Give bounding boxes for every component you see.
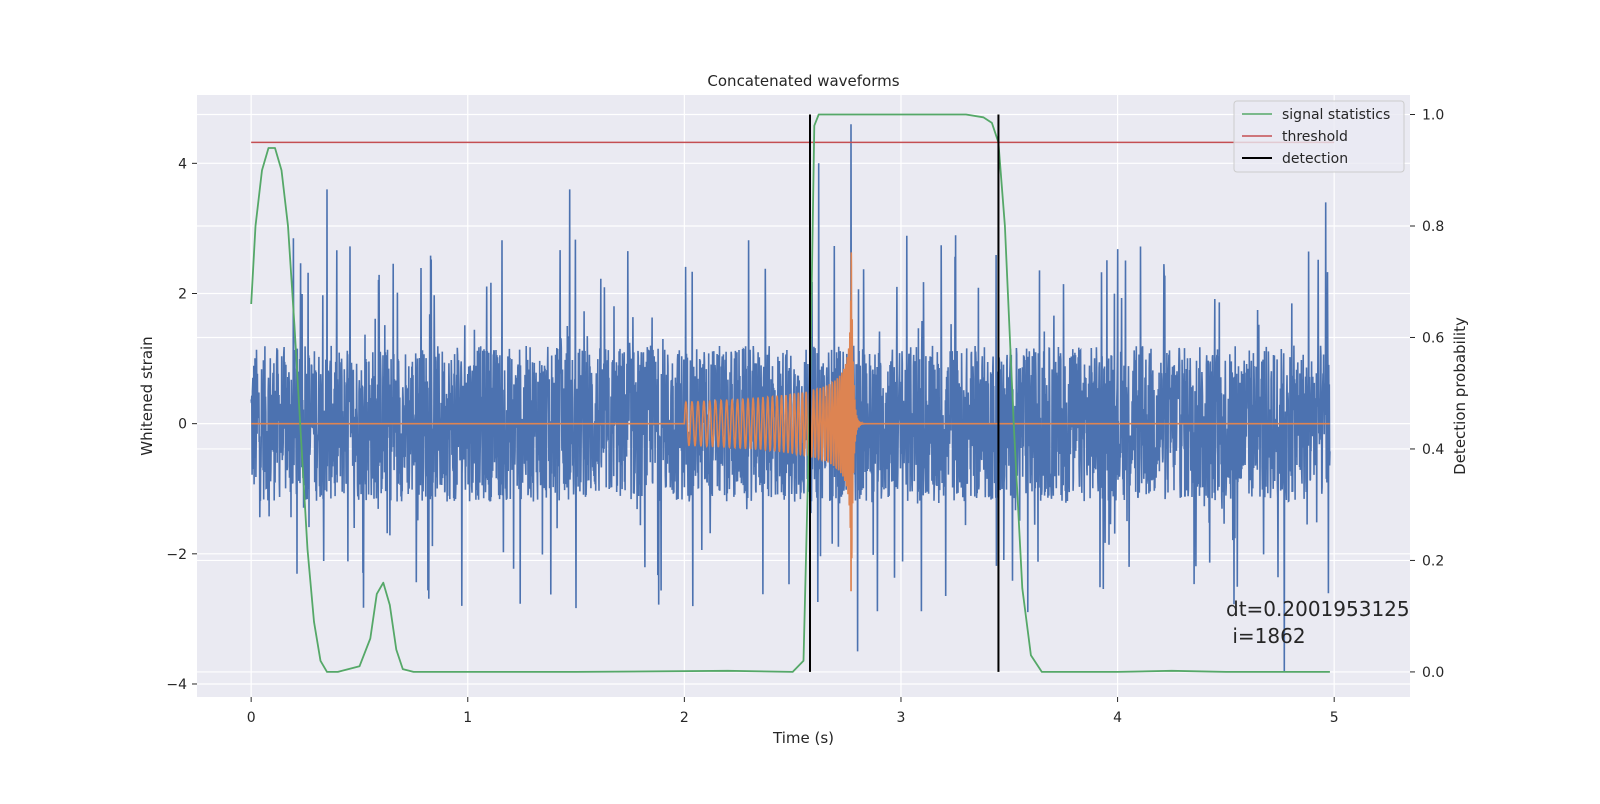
y2-tick-label: 1.0 xyxy=(1422,108,1444,124)
x-tick-label: 2 xyxy=(680,710,689,726)
x-tick-label: 0 xyxy=(247,710,256,726)
x-tick-label: 3 xyxy=(897,710,906,726)
y2-tick-label: 0.0 xyxy=(1422,665,1444,681)
y-tick-label: 2 xyxy=(178,286,187,302)
y-tick-label: 4 xyxy=(178,156,187,172)
y-tick-label: −4 xyxy=(166,677,187,693)
y2-tick-label: 0.6 xyxy=(1422,330,1444,346)
legend-label-signal-statistics: signal statistics xyxy=(1282,107,1390,123)
x-tick-label: 1 xyxy=(463,710,472,726)
strain-noise-line xyxy=(250,124,1331,672)
annotation-dt: dt=0.2001953125 xyxy=(1226,597,1410,621)
legend-label-threshold: threshold xyxy=(1282,129,1348,145)
ticks: 0 1 2 3 4 5 −4 −2 0 2 4 0.0 0.2 0.4 0.6 0.8 1.0 xyxy=(166,108,1444,726)
y-axis-label: Whitened strain xyxy=(138,336,156,455)
signal-statistics-line xyxy=(250,113,1330,673)
legend-label-detection: detection xyxy=(1282,151,1348,167)
legend-box xyxy=(1233,100,1405,173)
y2-axis-label: Detection probability xyxy=(1451,317,1469,475)
chirp-line xyxy=(251,252,1330,592)
y-tick-label: 0 xyxy=(178,417,187,433)
annotation-index: i=1862 xyxy=(1226,624,1306,648)
y2-tick-label: 0.8 xyxy=(1422,219,1444,235)
x-tick-label: 5 xyxy=(1330,710,1339,726)
chart-title: Concatenated waveforms xyxy=(707,72,899,90)
x-tick-label: 4 xyxy=(1113,710,1122,726)
x-axis-label: Time (s) xyxy=(772,729,834,747)
y-tick-label: −2 xyxy=(166,547,187,563)
data-layer xyxy=(250,113,1335,673)
legend: signal statistics threshold detection xyxy=(1233,100,1405,173)
y2-tick-label: 0.4 xyxy=(1422,442,1444,458)
y2-tick-label: 0.2 xyxy=(1422,553,1444,569)
